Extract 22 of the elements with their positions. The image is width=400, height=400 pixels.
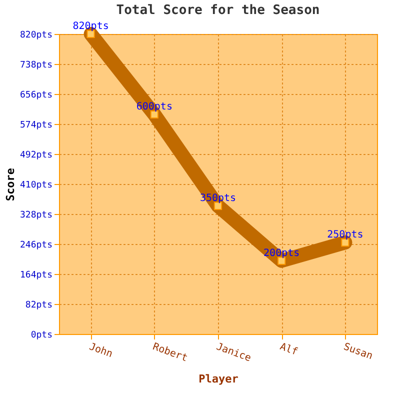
x-tick-label: Alf — [278, 342, 300, 358]
x-tick-label: John — [88, 342, 114, 360]
chart-title: Total Score for the Season — [116, 3, 320, 18]
y-tick-label: 492pts — [20, 150, 52, 160]
y-tick-label: 574pts — [20, 120, 52, 130]
y-tick-label: 820pts — [20, 30, 52, 40]
y-tick-label: 246pts — [20, 240, 52, 250]
y-tick-label: 82pts — [25, 300, 52, 310]
y-tick-label: 0pts — [30, 330, 52, 340]
data-label: 250pts — [327, 230, 364, 241]
y-tick-label: 410pts — [20, 180, 52, 190]
data-label: 820pts — [72, 21, 109, 32]
y-axis-title: Score — [4, 168, 17, 202]
y-tick-label: 656pts — [20, 90, 52, 100]
x-axis-title: Player — [198, 372, 239, 386]
x-tick-label: Susan — [342, 342, 374, 362]
data-label: 600pts — [136, 101, 172, 112]
data-label: 200pts — [264, 248, 300, 259]
y-tick-label: 328pts — [20, 210, 52, 220]
y-tick-label: 164pts — [20, 270, 52, 280]
y-tick-label: 738pts — [20, 60, 52, 70]
data-label: 350pts — [200, 192, 236, 204]
